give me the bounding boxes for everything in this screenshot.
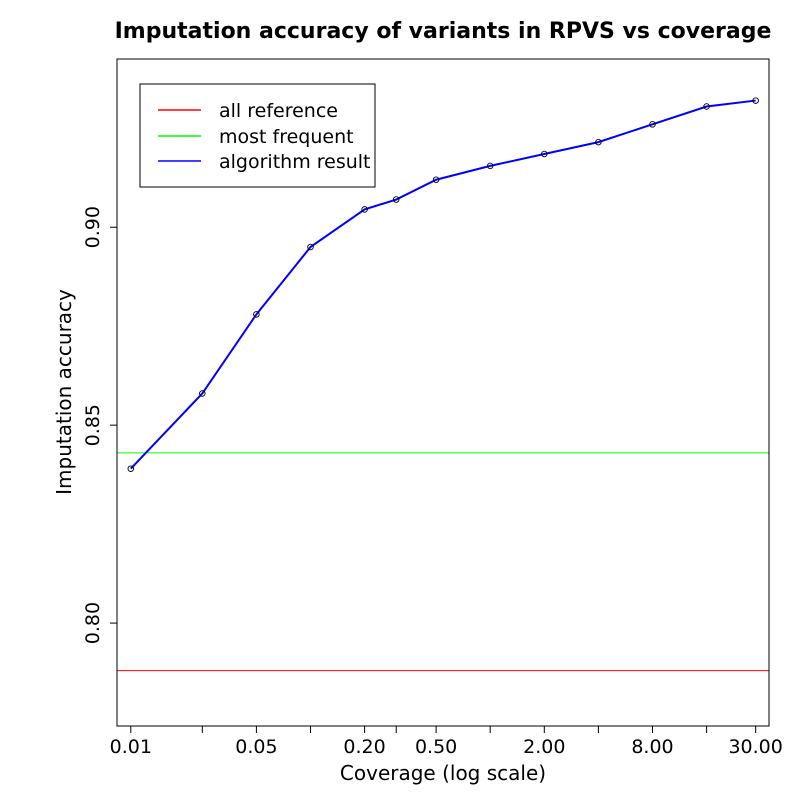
data-point-6 xyxy=(432,176,440,183)
x-tick-label-0: 0.01 xyxy=(110,736,152,758)
chart-title: Imputation accuracy of variants in RPVS … xyxy=(115,19,772,44)
y-tick-label-1: 0.85 xyxy=(82,404,104,446)
y-axis: 0.80 0.85 0.90 xyxy=(82,206,117,644)
data-point-9 xyxy=(595,138,602,146)
y-axis-label: Imputation accuracy xyxy=(52,289,76,495)
data-point-7 xyxy=(486,162,494,170)
y-tick-label-0: 0.80 xyxy=(82,602,104,644)
x-tick-label-2: 0.05 xyxy=(235,736,277,758)
data-point-3 xyxy=(307,243,314,251)
x-axis-label: Coverage (log scale) xyxy=(340,761,546,785)
data-point-0 xyxy=(127,465,135,472)
reference-lines xyxy=(117,452,769,672)
x-tick-label-6: 0.50 xyxy=(415,736,457,758)
x-tick-label-8: 2.00 xyxy=(523,736,565,758)
series-line-path xyxy=(130,99,756,470)
data-point-1 xyxy=(199,390,206,397)
plot-frame xyxy=(116,58,770,727)
data-point-10 xyxy=(649,121,656,128)
data-point-8 xyxy=(541,150,548,158)
x-tick-label-12: 30.00 xyxy=(728,736,782,758)
x-tick-label-4: 0.20 xyxy=(343,736,385,758)
data-point-12 xyxy=(752,97,759,104)
x-tick-label-10: 8.00 xyxy=(631,736,673,758)
data-point-5 xyxy=(392,196,400,203)
legend-label-most-frequent: most frequent xyxy=(219,126,354,148)
legend-label-algorithm-result: algorithm result xyxy=(219,151,371,173)
legend-label-all-reference: all reference xyxy=(219,100,338,122)
data-point-11 xyxy=(703,103,710,110)
algorithm-series xyxy=(127,97,759,472)
data-point-2 xyxy=(253,311,260,318)
x-axis: 0.01 0.05 0.20 0.50 2.00 8.00 30.00 xyxy=(110,726,783,758)
y-tick-label-2: 0.90 xyxy=(82,206,104,248)
legend: all reference most frequent algorithm re… xyxy=(139,83,376,188)
data-point-4 xyxy=(361,206,368,213)
